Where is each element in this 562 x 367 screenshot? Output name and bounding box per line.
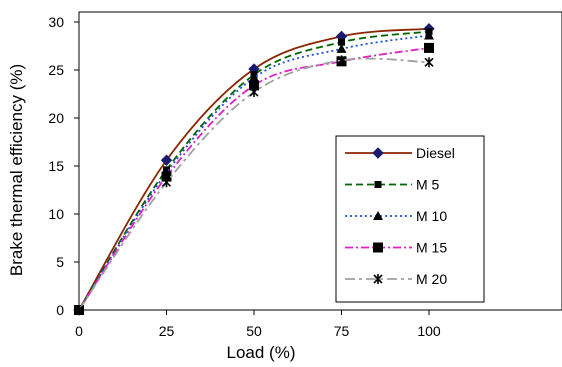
- plot-area: [78, 11, 562, 311]
- x-axis-title: Load (%): [227, 343, 296, 362]
- y-tick-label: 15: [48, 158, 64, 174]
- y-tick-label: 25: [48, 62, 64, 78]
- legend-label-m5: M 5: [416, 177, 440, 193]
- data-point-m5: [338, 38, 345, 46]
- y-tick-label: 30: [48, 14, 64, 30]
- x-tick-label: 0: [75, 323, 83, 339]
- legend-label-diesel: Diesel: [416, 145, 455, 161]
- y-tick-label: 10: [48, 206, 64, 222]
- series-line-m10: [78, 34, 430, 311]
- legend-marker-diesel: [372, 147, 384, 159]
- legend: Diesel M 5 M 10 M 15 M 20: [335, 135, 485, 303]
- x-tick-label: 25: [159, 323, 175, 339]
- data-point-m10: [424, 30, 434, 40]
- legend-marker-m5: [374, 181, 382, 188]
- data-point-m20: [249, 87, 259, 98]
- data-point-m15: [424, 42, 434, 53]
- series-layer: [73, 23, 435, 316]
- legend-label-m10: M 10: [416, 208, 447, 224]
- ticks-layer: 0 5 10 15 20 25 30 0 25 50 75 100: [48, 14, 440, 339]
- legend-label-m20: M 20: [416, 271, 447, 287]
- data-point-m15: [249, 80, 259, 91]
- series-line-diesel: [78, 27, 430, 311]
- data-point-m20: [336, 55, 347, 66]
- plot-frame: [78, 11, 562, 311]
- data-point-m10: [249, 72, 259, 82]
- y-tick-label: 20: [48, 110, 64, 126]
- data-point-m15: [161, 171, 172, 182]
- legend-marker-m15: [373, 242, 383, 253]
- y-axis-title: Brake thermal efficiency (%): [7, 64, 26, 276]
- series-line-m15: [78, 47, 430, 311]
- data-point-diesel: [160, 154, 173, 166]
- legend-marker-m10: [373, 211, 383, 220]
- data-point-m20: [424, 57, 434, 68]
- legend-label-m15: M 15: [416, 240, 447, 256]
- y-tick-label: 0: [56, 302, 64, 318]
- x-tick-label: 100: [417, 323, 441, 339]
- data-point-m10: [336, 43, 347, 53]
- series-line-m5: [78, 30, 430, 311]
- data-point-m20: [161, 177, 172, 188]
- legend-marker-m20: [373, 274, 383, 284]
- legend-box: [335, 135, 485, 303]
- series-line-m20: [78, 57, 430, 311]
- y-tick-label: 5: [56, 254, 64, 270]
- x-tick-label: 50: [246, 323, 262, 339]
- x-tick-label: 75: [334, 323, 350, 339]
